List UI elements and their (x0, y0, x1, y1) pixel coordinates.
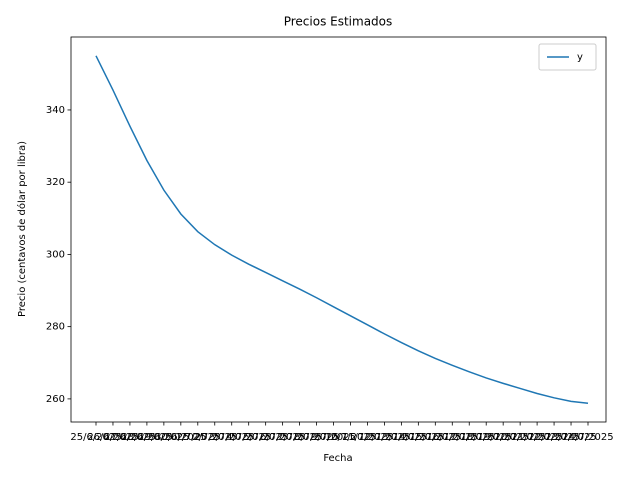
x-tick-label: 30/6/2025 (155, 432, 206, 443)
y-tick-label: 320 (46, 177, 65, 188)
chart-title: Precios Estimados (284, 15, 393, 29)
x-tick-label: 4/7/2025 (226, 432, 271, 443)
x-axis-label: Fecha (323, 453, 352, 464)
x-tick-label: 26/6/2025 (87, 432, 138, 443)
x-tick-label: 10/7/2025 (325, 432, 376, 443)
legend-label: y (577, 52, 583, 63)
x-tick-label: 17/7/2025 (444, 432, 495, 443)
y-tick-label: 300 (46, 249, 65, 260)
y-tick-label: 260 (46, 394, 65, 405)
x-tick-label: 2/7/2025 (192, 432, 237, 443)
x-tick-label: 24/7/2025 (562, 432, 613, 443)
x-tick-label: 25/6/2025 (70, 432, 121, 443)
line (95, 55, 589, 404)
x-tick-label: 6/7/2025 (260, 432, 305, 443)
x-tick-label: 18/7/2025 (461, 432, 512, 443)
x-tick-label: 3/7/2025 (209, 432, 254, 443)
x-tick-label: 11/7/2025 (342, 432, 393, 443)
y-tick-label: 280 (46, 322, 65, 333)
x-tick-label: 16/7/2025 (427, 432, 478, 443)
x-tick-label: 5/7/2025 (243, 432, 288, 443)
x-tick-label: 15/7/2025 (410, 432, 461, 443)
x-tick-label: 19/7/2025 (478, 432, 529, 443)
x-tick-label: 29/6/2025 (138, 432, 189, 443)
x-tick-label: 1/7/2025 (175, 432, 220, 443)
x-tick-label: 8/7/2025 (294, 432, 339, 443)
x-tick-label: 28/6/2025 (121, 432, 172, 443)
y-tick-label: 340 (46, 105, 65, 116)
y-axis-label: Precio (centavos de dólar por libra) (16, 141, 28, 317)
x-tick-label: 20/7/2025 (494, 432, 545, 443)
x-tick-label: 21/7/2025 (511, 432, 562, 443)
plot-frame (70, 36, 607, 423)
x-tick-label: 13/7/2025 (376, 432, 427, 443)
x-tick-label: 23/7/2025 (545, 432, 596, 443)
x-tick-label: 7/7/2025 (277, 432, 322, 443)
x-tick-label: 27/6/2025 (104, 432, 155, 443)
x-tick-label: 12/7/2025 (359, 432, 410, 443)
x-tick-label: 22/7/2025 (528, 432, 579, 443)
x-tick-label: 9/7/2025 (311, 432, 356, 443)
x-tick-label: 14/7/2025 (393, 432, 444, 443)
